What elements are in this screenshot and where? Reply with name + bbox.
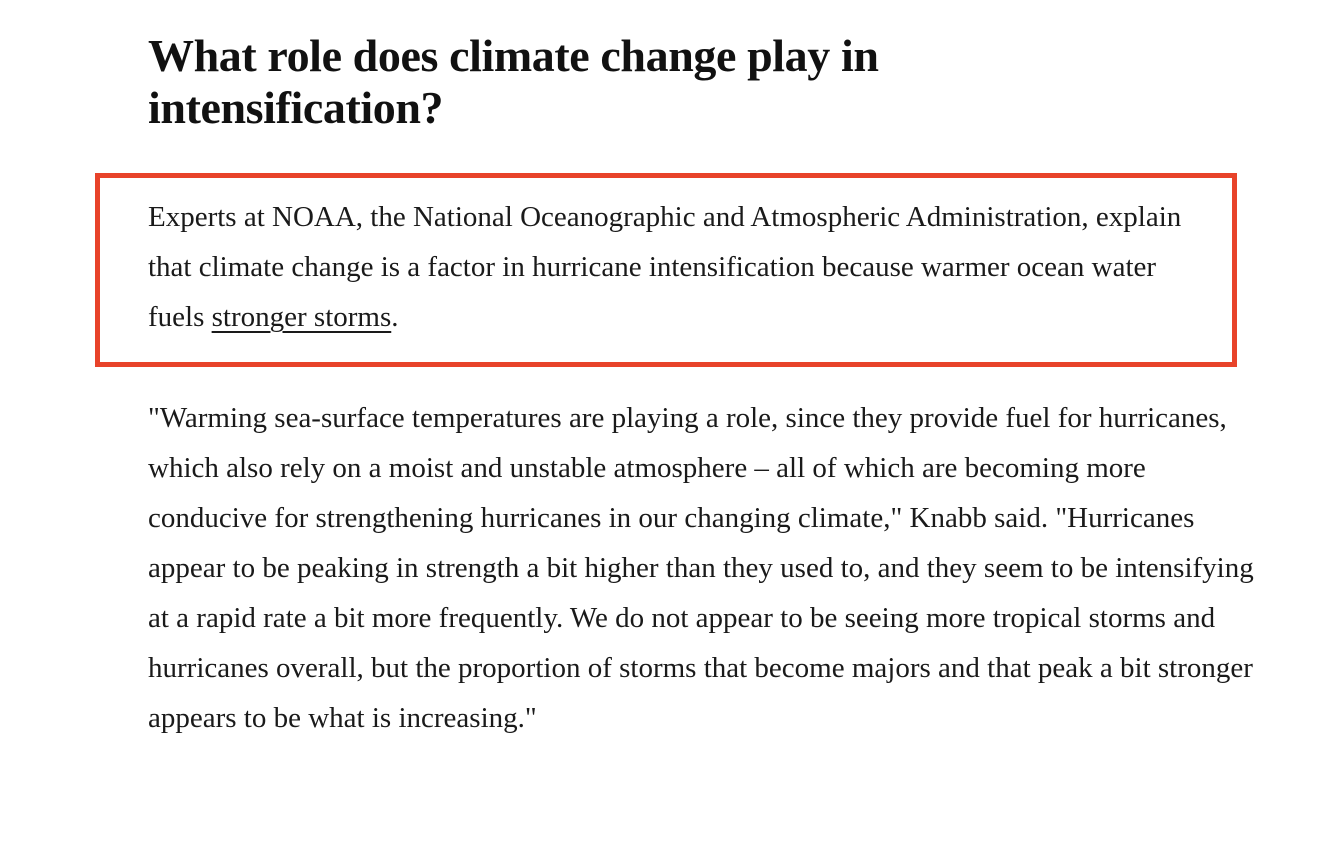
highlighted-paragraph: Experts at NOAA, the National Oceanograp… — [148, 192, 1192, 342]
article-content: What role does climate change play in in… — [95, 30, 1260, 743]
article-heading: What role does climate change play in in… — [148, 30, 879, 133]
quote-paragraph: "Warming sea-surface temperatures are pl… — [148, 402, 1254, 735]
highlight-annotation-box: Experts at NOAA, the National Oceanograp… — [95, 173, 1237, 368]
stronger-storms-link[interactable]: stronger storms — [211, 301, 392, 334]
highlighted-paragraph-text-after: . — [391, 301, 399, 334]
highlighted-paragraph-text-before: Experts at NOAA, the National Oceanograp… — [148, 201, 1182, 334]
